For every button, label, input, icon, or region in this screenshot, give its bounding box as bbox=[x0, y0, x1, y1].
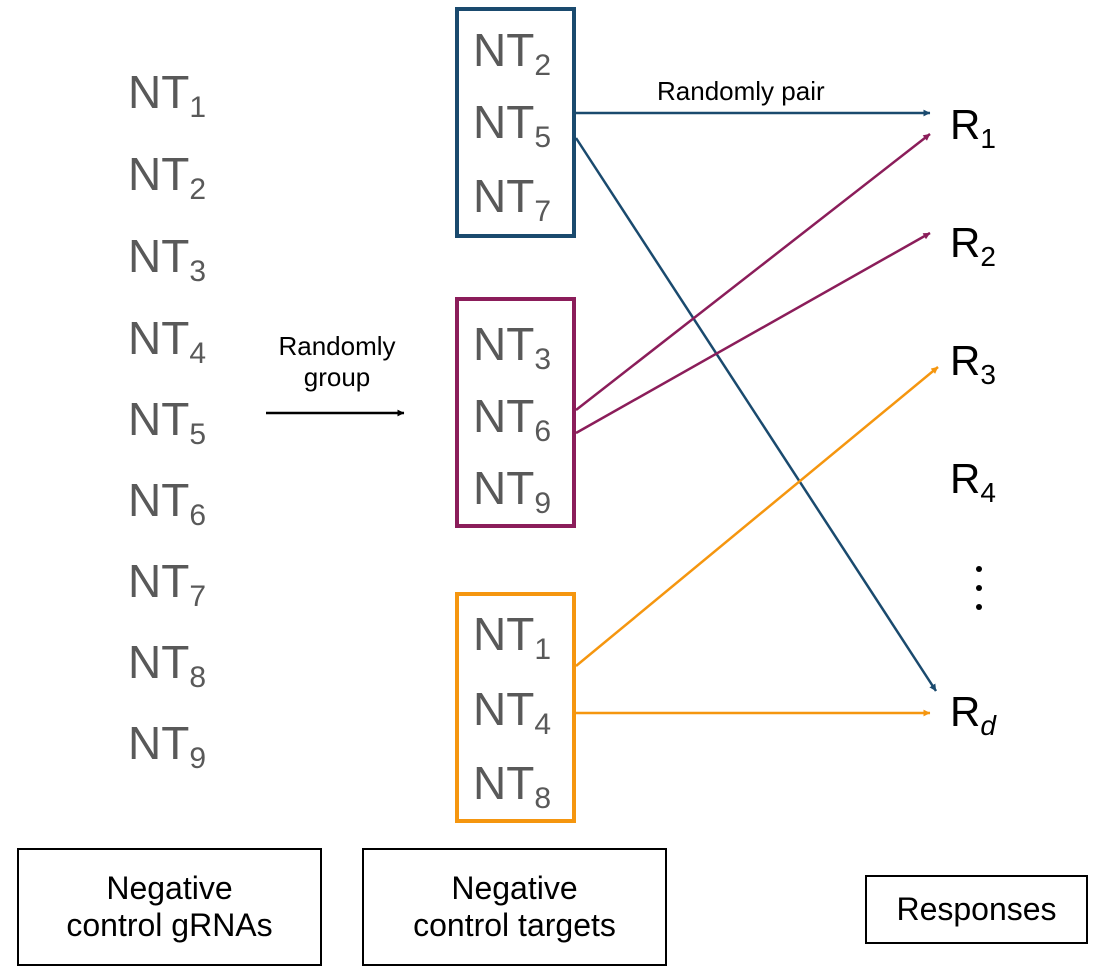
response-label-1: R1 bbox=[950, 101, 996, 154]
caption-grnas-line2: control gRNAs bbox=[66, 907, 273, 943]
vertical-ellipsis-icon bbox=[972, 566, 986, 612]
grna-label-9: NT9 bbox=[128, 717, 207, 775]
group-2-member-2: NT6 bbox=[473, 390, 552, 448]
group-1-member-3: NT7 bbox=[473, 170, 552, 228]
group-1-member-2: NT5 bbox=[473, 96, 552, 154]
caption-responses: Responses bbox=[865, 875, 1088, 944]
caption-negative-control-grnas: Negative control gRNAs bbox=[17, 848, 322, 966]
target-group-1-box bbox=[455, 7, 576, 238]
response-label-2: R2 bbox=[950, 219, 996, 272]
grna-label-7: NT7 bbox=[128, 555, 207, 613]
response-label-4: R4 bbox=[950, 455, 996, 508]
grna-label-1: NT1 bbox=[128, 66, 207, 124]
randomly-group-line1: Randomly bbox=[278, 331, 396, 361]
randomly-group-line2: group bbox=[303, 362, 371, 393]
randomly-group-label: Randomly group bbox=[258, 331, 416, 393]
caption-negative-control-targets: Negative control targets bbox=[362, 848, 667, 966]
response-label-d: Rd bbox=[950, 688, 996, 741]
grna-label-8: NT8 bbox=[128, 636, 207, 694]
randomly-pair-label: Randomly pair bbox=[657, 76, 825, 106]
group-3-member-2: NT4 bbox=[473, 683, 552, 741]
grna-label-4: NT4 bbox=[128, 312, 207, 370]
grna-label-5: NT5 bbox=[128, 393, 207, 451]
pair-arrow-nt6-r2 bbox=[575, 231, 931, 435]
caption-grnas-line1: Negative bbox=[106, 869, 233, 906]
group-1-member-1: NT2 bbox=[473, 24, 552, 82]
group-2-member-3: NT9 bbox=[473, 462, 552, 520]
target-group-2-box bbox=[455, 297, 576, 528]
caption-targets-line2: control targets bbox=[413, 907, 616, 943]
caption-targets-line1: Negative bbox=[451, 869, 578, 906]
grna-label-2: NT2 bbox=[128, 148, 207, 206]
caption-responses-text: Responses bbox=[896, 890, 1057, 927]
group-3-member-1: NT1 bbox=[473, 608, 552, 666]
grna-label-6: NT6 bbox=[128, 474, 207, 532]
pair-arrow-nt6-r1 bbox=[575, 133, 931, 411]
group-2-member-1: NT3 bbox=[473, 318, 552, 376]
response-label-3: R3 bbox=[950, 337, 996, 390]
pair-arrow-nt5-rd bbox=[574, 137, 938, 692]
pair-arrow-nt1-r3 bbox=[575, 366, 939, 667]
target-group-3-box bbox=[455, 592, 576, 823]
grna-label-3: NT3 bbox=[128, 230, 207, 288]
group-3-member-3: NT8 bbox=[473, 757, 552, 815]
